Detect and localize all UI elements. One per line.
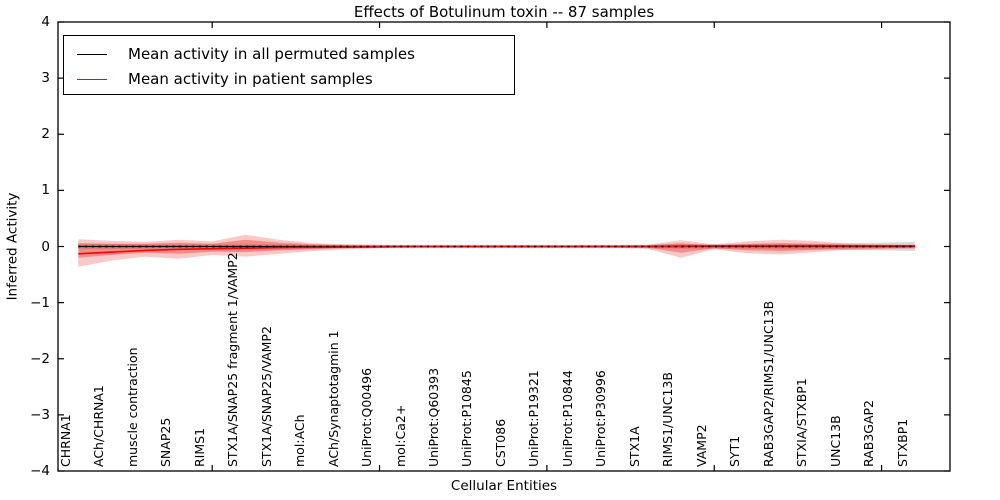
x-category-label: UniProt:Q00496: [359, 367, 375, 467]
legend-label: Mean activity in all permuted samples: [128, 45, 415, 63]
legend: Mean activity in all permuted samples Mea…: [63, 35, 515, 95]
legend-label: Mean activity in patient samples: [128, 70, 373, 88]
x-category-label: UniProt:Q60393: [425, 367, 441, 467]
x-category-label: STX1A/SNAP25/VAMP2: [258, 326, 274, 467]
x-category-label: SYT1: [727, 435, 743, 467]
x-category-label: STXIA/STXBP1: [794, 378, 810, 467]
legend-line-sample: [77, 53, 107, 55]
band-patient-outer: [78, 234, 916, 267]
x-category-label: mol:Ca2+: [392, 404, 408, 467]
x-axis-label: Cellular Entities: [450, 478, 558, 494]
x-category-label: SNAP25: [158, 417, 174, 467]
y-tick-label: −3: [30, 406, 50, 423]
x-category-label: STX1A: [626, 426, 642, 467]
y-tick-label: −4: [30, 463, 50, 479]
x-category-label: CST086: [492, 418, 508, 467]
y-tick-label: 0: [41, 238, 50, 255]
y-tick-label: 1: [41, 182, 50, 199]
x-category-label: CHRNA1: [57, 414, 73, 467]
chart-title: Effects of Botulinum toxin -- 87 samples: [353, 3, 655, 21]
x-category-label: mol:ACh: [292, 414, 308, 468]
x-category-label: ACh/CHRNA1: [91, 385, 107, 467]
y-tick-label: 4: [41, 14, 50, 30]
x-category-label: RAB3GAP2: [861, 400, 877, 467]
x-category-label: STXBP1: [894, 418, 910, 467]
x-category-label: UniProt:P10844: [559, 370, 575, 467]
x-category-label: UniProt:P30996: [593, 370, 609, 467]
x-category-label: RIMS1/UNC13B: [660, 372, 676, 467]
x-category-label: VAMP2: [693, 424, 709, 467]
legend-line-sample: [77, 78, 107, 80]
y-tick-label: −1: [30, 294, 50, 311]
x-category-label: RIMS1: [191, 427, 207, 467]
x-category-label: UniProt:P10845: [459, 370, 475, 467]
x-category-label: UNC13B: [827, 415, 843, 467]
y-tick-label: 2: [41, 126, 50, 143]
x-category-label: RAB3GAP2/RIMS1/UNC13B: [760, 300, 776, 467]
x-category-label: UniProt:P19321: [526, 370, 542, 467]
y-tick-label: −2: [30, 350, 50, 367]
x-category-label: muscle contraction: [124, 347, 140, 467]
legend-entry: Mean activity in all permuted samples: [64, 42, 514, 66]
x-category-label: STX1A/SNAP25 fragment 1/VAMP2: [225, 252, 241, 467]
y-tick-label: 3: [41, 70, 50, 87]
x-category-label: ACh/Synaptotagmin 1: [325, 330, 341, 467]
band-patient-inner: [78, 239, 916, 258]
legend-entry: Mean activity in patient samples: [64, 67, 514, 91]
